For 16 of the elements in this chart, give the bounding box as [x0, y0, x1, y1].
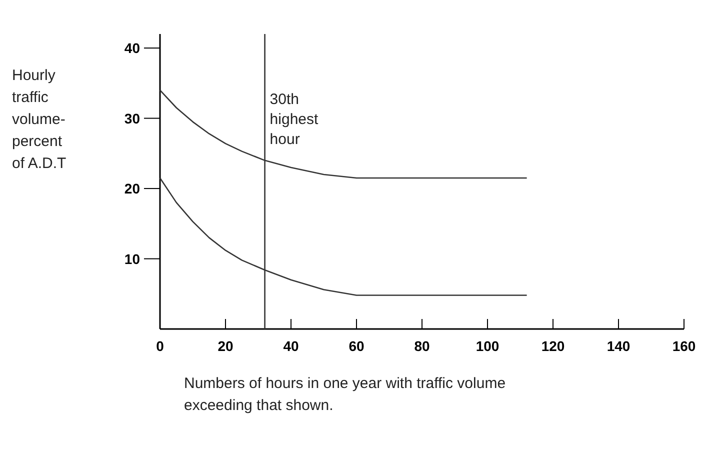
x-tick-label: 40 — [283, 338, 299, 354]
x-tick-label: 100 — [476, 338, 500, 354]
y-tick-label: 40 — [124, 40, 140, 56]
y-tick-label: 30 — [124, 110, 140, 126]
y-axis-title: Hourly traffic volume- percent of A.D.T — [12, 67, 66, 172]
x-axis-title: Numbers of hours in one year with traffic volume exceeding that shown. — [184, 375, 506, 414]
y-tick-label: 20 — [124, 180, 140, 197]
y-tick-label: 10 — [124, 250, 140, 267]
x-tick-label: 140 — [606, 338, 630, 354]
x-tick-label: 0 — [156, 338, 164, 354]
x-tick-label: 160 — [672, 338, 696, 354]
ref-line-label: 30th highest hour — [270, 91, 319, 148]
x-tick-label: 80 — [414, 338, 430, 354]
x-tick-label: 60 — [348, 338, 364, 354]
x-tick-label: 20 — [218, 338, 234, 354]
x-tick-label: 120 — [541, 338, 565, 354]
